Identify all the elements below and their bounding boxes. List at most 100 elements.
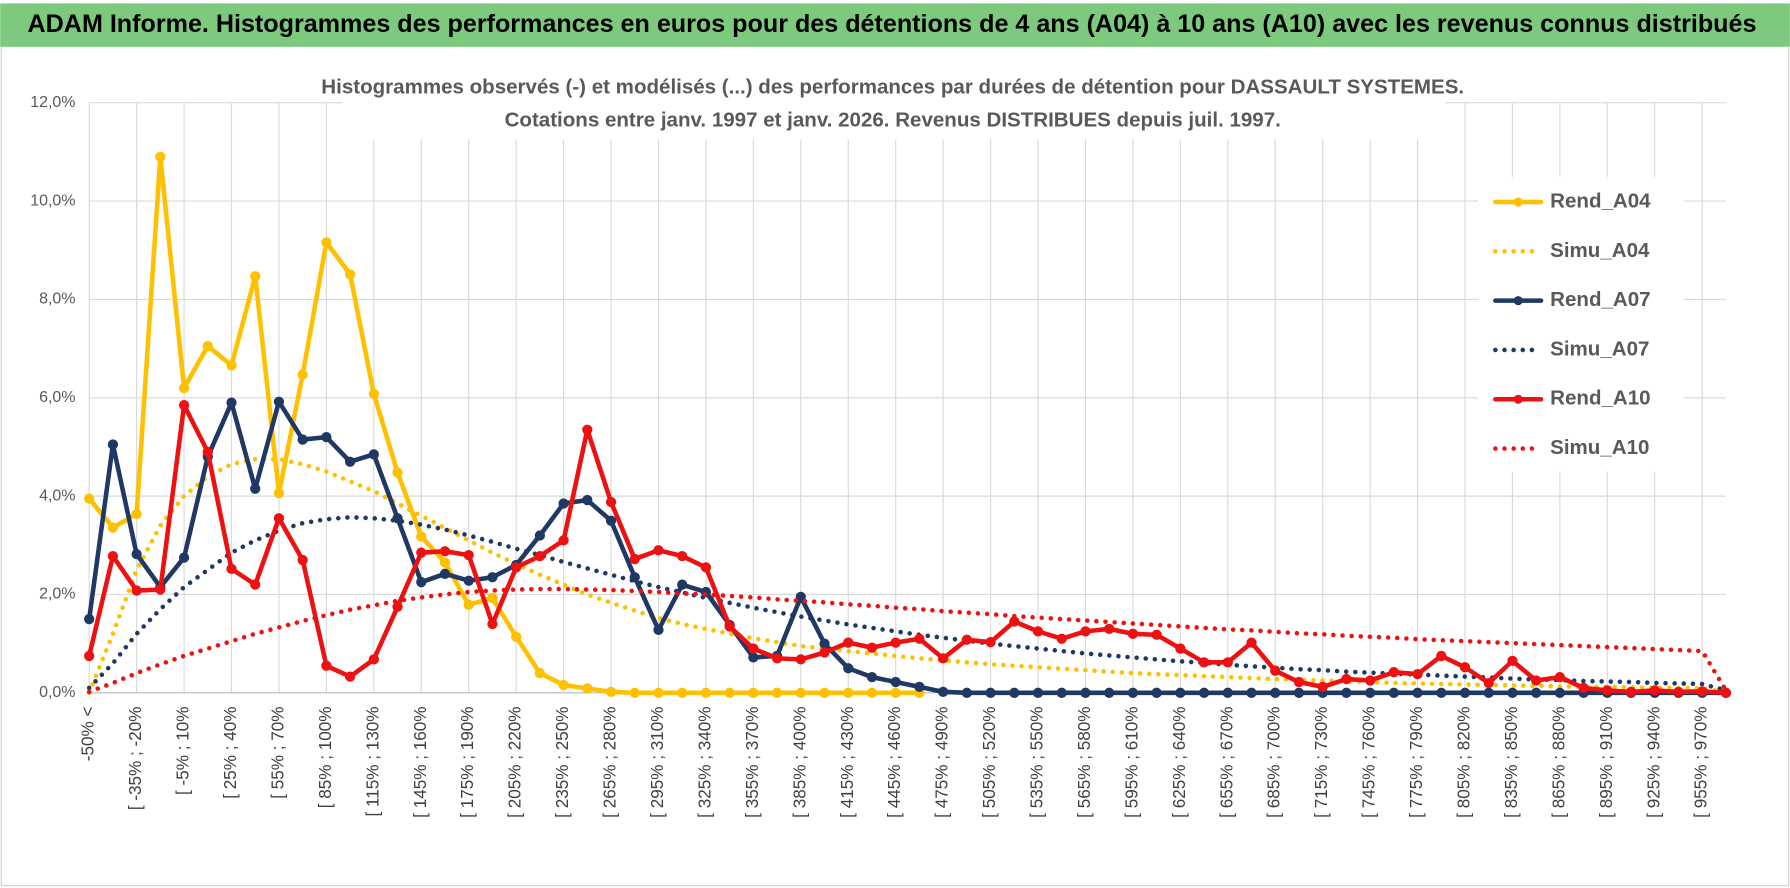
data-point <box>890 676 901 688</box>
x-tick-label: [ 175% ; 190% <box>458 707 477 818</box>
plot-area <box>84 151 1732 698</box>
legend-label: Simu_A07 <box>1550 337 1649 360</box>
data-point <box>344 269 356 280</box>
series-line <box>86 399 1729 696</box>
legend-marker <box>1513 296 1523 306</box>
data-point <box>748 687 759 698</box>
data-point <box>392 467 403 478</box>
data-point <box>653 624 664 636</box>
data-point <box>392 601 403 612</box>
data-point <box>1436 650 1447 662</box>
data-point <box>1364 687 1376 698</box>
data-point <box>273 396 285 407</box>
data-point <box>107 439 119 450</box>
data-point <box>558 679 569 691</box>
y-tick-label: 8,0% <box>39 291 75 308</box>
data-point <box>677 687 688 698</box>
data-point <box>700 562 712 573</box>
data-point <box>439 557 451 568</box>
data-point <box>748 652 759 663</box>
x-tick-label: [ 55% ; 70% <box>268 707 287 799</box>
data-point <box>605 686 617 697</box>
data-point <box>297 369 308 380</box>
data-point <box>1436 687 1447 698</box>
data-point <box>1341 673 1352 685</box>
x-tick-label: [ 415% ; 430% <box>838 707 857 818</box>
y-tick-label: 2,0% <box>39 586 75 603</box>
data-point <box>866 687 878 698</box>
data-point <box>985 637 996 648</box>
x-tick-label: [ 355% ; 370% <box>743 707 762 818</box>
data-point <box>1104 623 1115 635</box>
legend-box <box>1478 176 1684 472</box>
data-point <box>890 637 901 648</box>
header-title: ADAM Informe. Histogrammes des performan… <box>28 10 1757 38</box>
data-point <box>724 621 735 632</box>
y-tick-label: 12,0% <box>30 94 75 111</box>
data-point <box>250 271 261 282</box>
data-point <box>582 683 593 694</box>
data-point <box>843 687 854 698</box>
data-point <box>938 686 949 697</box>
data-point <box>866 671 878 683</box>
x-tick-label: [ 205% ; 220% <box>506 707 525 818</box>
data-point <box>107 522 119 533</box>
data-point <box>487 618 498 630</box>
y-tick-label: 6,0% <box>39 389 75 406</box>
data-point <box>1602 685 1613 696</box>
data-point <box>202 341 213 352</box>
data-point <box>582 424 593 435</box>
data-point <box>131 508 142 519</box>
y-tick-label: 0,0% <box>39 684 75 701</box>
data-point <box>890 687 901 698</box>
data-point <box>1222 657 1233 668</box>
data-point <box>1032 687 1044 698</box>
data-point <box>439 546 451 557</box>
data-point <box>273 488 285 499</box>
data-point <box>843 663 854 674</box>
legend: Rend_A04 Simu_A04 Rend_A07 Simu_A07 Rend_A10… <box>1478 176 1684 472</box>
x-tick-label: [ 685% ; 700% <box>1265 707 1284 818</box>
data-point <box>1175 643 1186 654</box>
data-point <box>795 654 806 665</box>
data-point <box>131 585 142 596</box>
legend-label: Simu_A10 <box>1550 436 1649 459</box>
data-point <box>1649 685 1660 696</box>
data-point <box>961 634 972 645</box>
x-tick-label: [ 25% ; 40% <box>221 707 240 799</box>
data-point <box>629 553 640 565</box>
data-point <box>1127 628 1139 639</box>
x-tick-label: [ 805% ; 820% <box>1455 707 1474 818</box>
x-tick-label: [ 715% ; 730% <box>1312 707 1331 818</box>
data-point <box>1198 657 1210 668</box>
data-point <box>985 687 996 698</box>
data-point <box>439 568 451 579</box>
data-point <box>1317 681 1328 693</box>
data-point <box>368 654 379 665</box>
data-point <box>1056 687 1067 698</box>
data-point <box>748 643 759 654</box>
y-tick-label: 10,0% <box>30 192 75 209</box>
data-point <box>155 584 166 595</box>
title-background <box>342 70 1446 140</box>
x-tick-label: [ 505% ; 520% <box>980 707 999 818</box>
legend-label: Rend_A07 <box>1550 288 1650 311</box>
data-point <box>1080 687 1091 698</box>
x-tick-label: [ 655% ; 670% <box>1217 707 1236 818</box>
data-point <box>1507 687 1518 698</box>
data-point <box>416 577 427 588</box>
data-point <box>1175 687 1186 698</box>
data-point <box>1554 687 1566 698</box>
x-tick-label: [ 535% ; 550% <box>1028 707 1047 818</box>
legend-label: Simu_A04 <box>1550 239 1650 262</box>
data-point <box>771 653 783 664</box>
data-point <box>463 575 474 586</box>
data-point <box>961 687 972 698</box>
data-point <box>819 687 830 698</box>
data-point <box>819 647 830 658</box>
data-point <box>273 513 285 524</box>
series-line <box>86 456 1729 696</box>
data-point <box>1625 686 1637 697</box>
x-tick-label: [ -35% ; -20% <box>126 707 145 811</box>
